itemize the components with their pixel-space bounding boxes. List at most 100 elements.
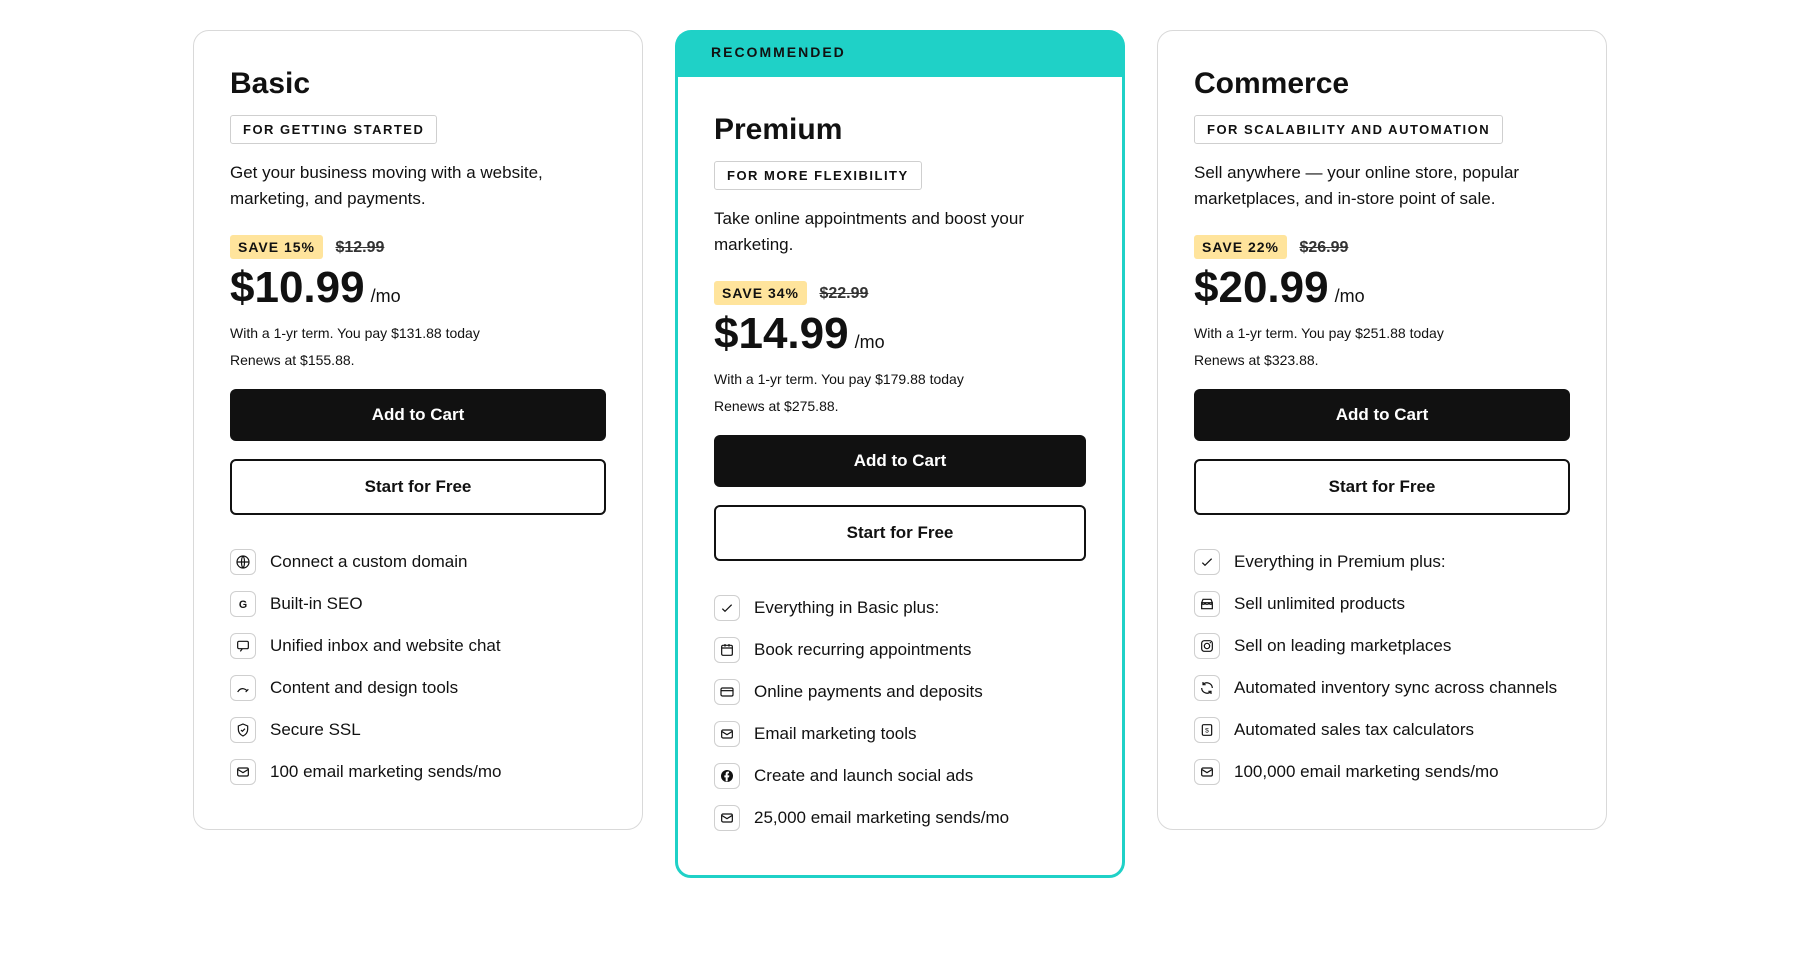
feature-text: Content and design tools [270,678,458,698]
feature-text: Online payments and deposits [754,682,983,702]
plan-name: Premium [714,113,1086,147]
mail-icon [230,759,256,785]
start-for-free-button[interactable]: Start for Free [1194,459,1570,515]
feature-item: Sell on leading marketplaces [1194,625,1570,667]
renew-note: Renews at $275.88. [714,396,1086,417]
price-period: /mo [855,332,885,353]
plan-description: Take online appointments and boost your … [714,206,1086,257]
plan-name: Basic [230,67,606,101]
start-for-free-button[interactable]: Start for Free [714,505,1086,561]
feature-text: 100 email marketing sends/mo [270,762,502,782]
feature-text: Automated sales tax calculators [1234,720,1474,740]
feature-list: Everything in Basic plus: Book recurring… [714,587,1086,839]
term-note: With a 1-yr term. You pay $179.88 today [714,369,1086,390]
was-price: $22.99 [819,285,868,302]
mail-icon [714,721,740,747]
sync-icon [1194,675,1220,701]
feature-item: Sell unlimited products [1194,583,1570,625]
mail-icon [714,805,740,831]
feature-item: G Built-in SEO [230,583,606,625]
renew-note: Renews at $155.88. [230,350,606,371]
feature-text: Connect a custom domain [270,552,468,572]
plan-tagline: FOR MORE FLEXIBILITY [714,161,922,190]
feature-text: Email marketing tools [754,724,917,744]
shield-icon [230,717,256,743]
plan-description: Sell anywhere — your online store, popul… [1194,160,1570,211]
feature-item: 100 email marketing sends/mo [230,751,606,793]
feature-item: $ Automated sales tax calculators [1194,709,1570,751]
feature-item: Everything in Premium plus: [1194,541,1570,583]
feature-text: 100,000 email marketing sends/mo [1234,762,1499,782]
save-badge: SAVE 34% [714,281,807,305]
feature-text: Unified inbox and website chat [270,636,501,656]
google-icon: G [230,591,256,617]
card-icon [714,679,740,705]
term-note: With a 1-yr term. You pay $251.88 today [1194,323,1570,344]
price-line: $10.99 /mo [230,263,606,313]
renew-note: Renews at $323.88. [1194,350,1570,371]
feature-list: Connect a custom domain G Built-in SEO U… [230,541,606,793]
add-to-cart-button[interactable]: Add to Cart [1194,389,1570,441]
feature-item: 100,000 email marketing sends/mo [1194,751,1570,793]
plan-card-body: Commerce FOR SCALABILITY AND AUTOMATION … [1157,30,1607,830]
calendar-icon [714,637,740,663]
term-note: With a 1-yr term. You pay $131.88 today [230,323,606,344]
feature-item: Book recurring appointments [714,629,1086,671]
check-icon [714,595,740,621]
add-to-cart-button[interactable]: Add to Cart [714,435,1086,487]
price: $14.99 [714,309,849,359]
feature-item: Create and launch social ads [714,755,1086,797]
plan-name: Commerce [1194,67,1570,101]
feature-text: Book recurring appointments [754,640,971,660]
plan-tagline: FOR SCALABILITY AND AUTOMATION [1194,115,1503,144]
feature-item: Connect a custom domain [230,541,606,583]
instagram-icon [1194,633,1220,659]
was-price: $12.99 [335,239,384,256]
mail-icon [1194,759,1220,785]
feature-item: Unified inbox and website chat [230,625,606,667]
feature-text: Everything in Basic plus: [754,598,939,618]
price-was-row: SAVE 22% $26.99 [1194,235,1570,259]
feature-text: Sell unlimited products [1234,594,1405,614]
plan-tagline: FOR GETTING STARTED [230,115,437,144]
plan-card-premium: RECOMMENDED Premium FOR MORE FLEXIBILITY… [675,30,1125,878]
recommended-banner: RECOMMENDED [675,30,1125,74]
start-for-free-button[interactable]: Start for Free [230,459,606,515]
tax-icon: $ [1194,717,1220,743]
feature-item: Automated inventory sync across channels [1194,667,1570,709]
svg-text:G: G [239,599,247,611]
store-icon [1194,591,1220,617]
plan-card-basic: Basic FOR GETTING STARTED Get your busin… [193,30,643,830]
feature-item: Online payments and deposits [714,671,1086,713]
feature-item: Email marketing tools [714,713,1086,755]
price-period: /mo [1335,286,1365,307]
feature-text: 25,000 email marketing sends/mo [754,808,1009,828]
feature-text: Built-in SEO [270,594,363,614]
globe-icon [230,549,256,575]
svg-text:$: $ [1205,728,1209,735]
plan-description: Get your business moving with a website,… [230,160,606,211]
add-to-cart-button[interactable]: Add to Cart [230,389,606,441]
facebook-icon [714,763,740,789]
feature-item: 25,000 email marketing sends/mo [714,797,1086,839]
feature-text: Create and launch social ads [754,766,973,786]
feature-text: Secure SSL [270,720,361,740]
plan-card-body: Premium FOR MORE FLEXIBILITY Take online… [675,74,1125,878]
save-badge: SAVE 15% [230,235,323,259]
save-badge: SAVE 22% [1194,235,1287,259]
feature-text: Sell on leading marketplaces [1234,636,1451,656]
feature-text: Automated inventory sync across channels [1234,678,1557,698]
price-line: $20.99 /mo [1194,263,1570,313]
price-line: $14.99 /mo [714,309,1086,359]
price-was-row: SAVE 15% $12.99 [230,235,606,259]
feature-item: Content and design tools [230,667,606,709]
price-period: /mo [371,286,401,307]
feature-text: Everything in Premium plus: [1234,552,1446,572]
price: $10.99 [230,263,365,313]
palette-icon [230,675,256,701]
was-price: $26.99 [1299,239,1348,256]
price: $20.99 [1194,263,1329,313]
price-was-row: SAVE 34% $22.99 [714,281,1086,305]
chat-icon [230,633,256,659]
feature-item: Secure SSL [230,709,606,751]
